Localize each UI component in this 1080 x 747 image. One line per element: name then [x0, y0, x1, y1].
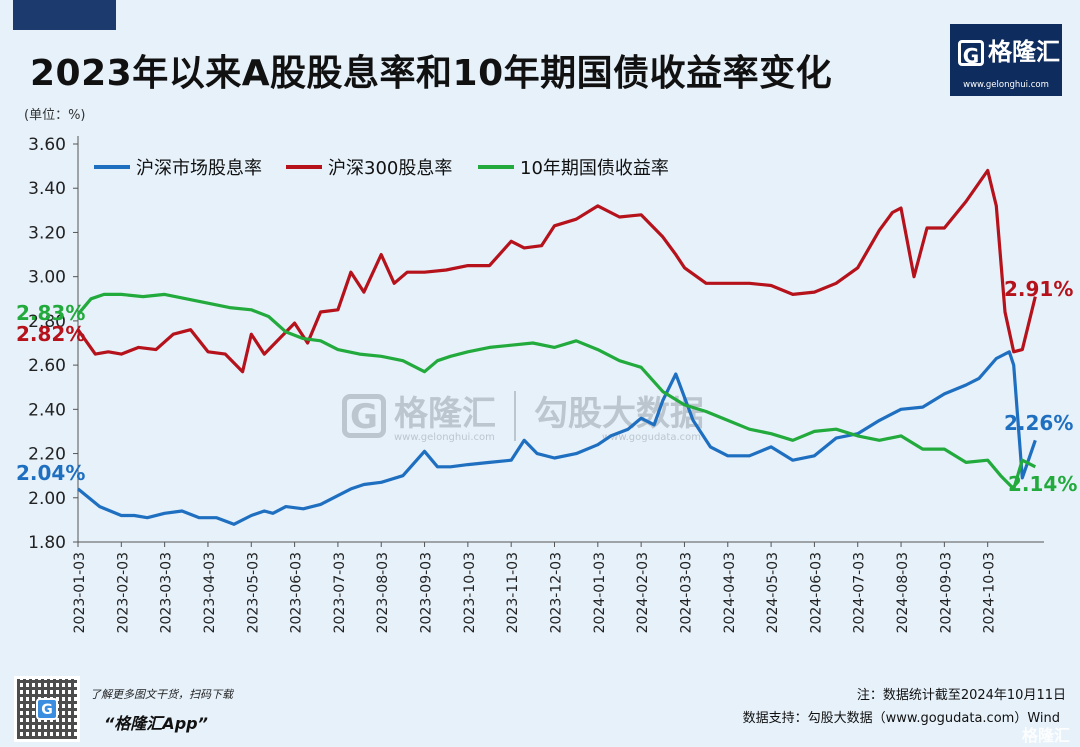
y-tick-label: 2.00	[28, 489, 66, 509]
x-tick-label: 2024-02-03	[635, 552, 651, 633]
data-note: 注：数据统计截至2024年10月11日	[857, 684, 1066, 703]
x-tick-label: 2023-02-03	[115, 552, 131, 633]
y-tick-label: 2.60	[28, 356, 66, 376]
app-name-text: “格隆汇App”	[104, 710, 208, 734]
x-tick-label: 2023-06-03	[289, 552, 305, 633]
legend-label-1: 沪深300股息率	[328, 158, 452, 179]
start-value-label-2: 2.83%	[16, 301, 85, 325]
x-tick-label: 2023-07-03	[332, 552, 348, 633]
end-value-label-2: 2.14%	[1008, 472, 1077, 496]
x-tick-label: 2023-12-03	[549, 552, 565, 633]
y-tick-label: 1.80	[28, 533, 66, 553]
x-tick-label: 2023-04-03	[202, 552, 218, 633]
x-tick-label: 2024-03-03	[678, 552, 694, 633]
x-tick-label: 2024-08-03	[895, 552, 911, 633]
legend-label-0: 沪深市场股息率	[136, 158, 262, 179]
start-value-label-1: 2.82%	[16, 322, 85, 346]
qr-logo-icon: G	[36, 698, 58, 720]
series-lines	[78, 171, 1035, 525]
x-tick-label: 2024-01-03	[592, 552, 608, 633]
x-tick-label: 2023-11-03	[505, 552, 521, 633]
x-tick-label: 2023-01-03	[72, 552, 88, 633]
y-tick-label: 3.00	[28, 268, 66, 288]
x-tick-label: 2024-09-03	[938, 552, 954, 633]
qr-code[interactable]: G	[14, 676, 80, 742]
end-value-label-1: 2.91%	[1004, 277, 1073, 301]
y-tick-label: 3.60	[28, 135, 66, 155]
x-tick-label: 2024-05-03	[765, 552, 781, 633]
series-line-2	[78, 294, 1035, 489]
x-tick-label: 2023-03-03	[159, 552, 175, 633]
start-value-label-0: 2.04%	[16, 461, 85, 485]
x-tick-label: 2023-09-03	[419, 552, 435, 633]
x-tick-label: 2023-10-03	[462, 552, 478, 633]
data-labels: 2.04% 2.26% 2.82% 2.91% 2.83% 2.14%	[16, 277, 1077, 496]
y-tick-label: 2.40	[28, 400, 66, 420]
legend: 沪深市场股息率 沪深300股息率 10年期国债收益率	[94, 158, 669, 179]
scan-download-text: 了解更多图文干货，扫码下载	[90, 686, 233, 702]
y-tick-label: 3.20	[28, 223, 66, 243]
x-tick-label: 2024-07-03	[852, 552, 868, 633]
series-line-1	[78, 171, 1035, 372]
x-tick-label: 2024-10-03	[982, 552, 998, 633]
x-tick-label: 2023-08-03	[375, 552, 391, 633]
bottom-watermark: 格隆汇	[1022, 722, 1070, 746]
x-tick-label: 2023-05-03	[245, 552, 261, 633]
x-axis: 2023-01-03 2023-02-03 2023-03-03 2023-04-03…	[72, 542, 1044, 633]
y-tick-label: 3.40	[28, 179, 66, 199]
x-tick-label: 2024-06-03	[808, 552, 824, 633]
legend-label-2: 10年期国债收益率	[520, 158, 669, 179]
end-value-label-0: 2.26%	[1004, 411, 1073, 435]
line-chart: 3.603.403.203.002.802.602.402.202.001.80…	[0, 0, 1080, 747]
data-source: 数据支持：勾股大数据（www.gogudata.com）Wind	[743, 707, 1060, 726]
x-tick-label: 2024-04-03	[722, 552, 738, 633]
